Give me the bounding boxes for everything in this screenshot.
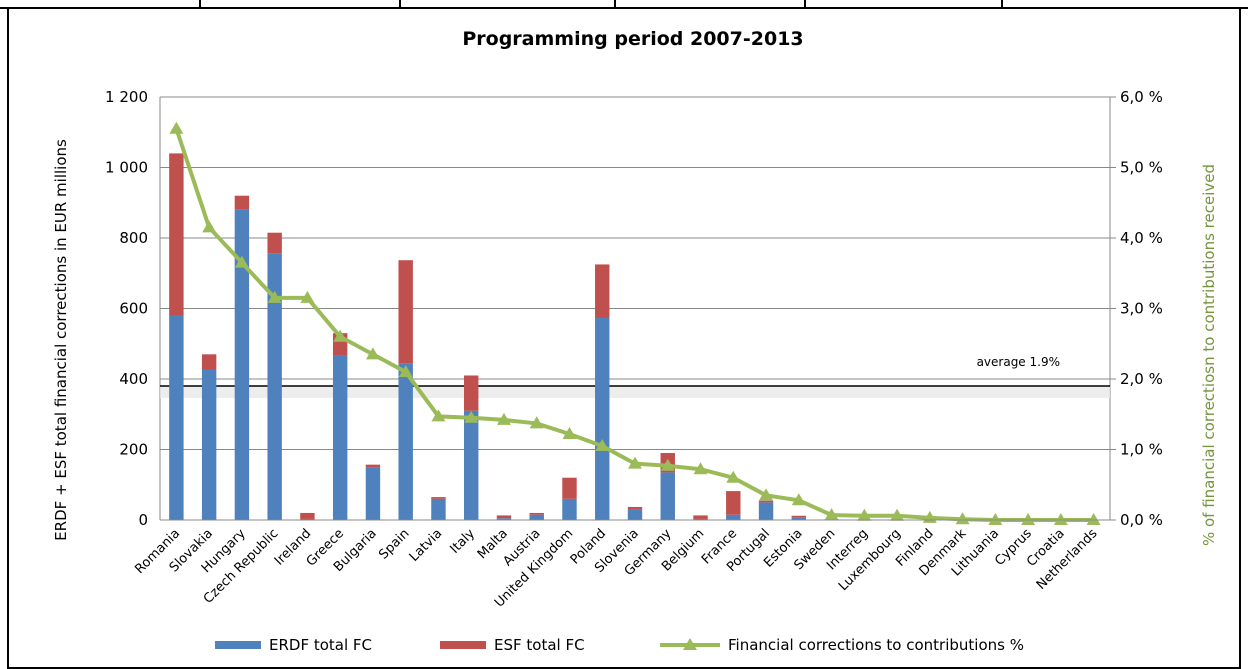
line-marker [202,220,217,233]
bar [332,355,348,520]
y-tick-label: 600 [119,300,148,318]
bar [595,264,610,319]
legend-marker [683,638,697,650]
y2-tick-label: 2,0 % [1120,370,1163,388]
y2-tick-label: 4,0 % [1120,229,1163,247]
legend-swatch [215,641,261,649]
line-marker [333,329,348,342]
bar [169,153,184,316]
y2-tick-label: 5,0 % [1120,159,1163,177]
y2-tick-label: 0,0 % [1120,511,1163,529]
legend-label: ERDF total FC [269,636,372,654]
line-marker [660,458,675,471]
bar [300,518,315,520]
line-marker [595,438,610,451]
bar [431,497,446,499]
bar [595,318,610,520]
bar [267,232,282,254]
line-marker [267,290,282,303]
legend-swatch [440,641,486,649]
y-tick-label: 200 [119,441,148,459]
bar [365,464,381,468]
line-marker [791,493,806,506]
line-marker [300,290,315,303]
bar [726,514,741,520]
line-marker [529,416,544,429]
bar [726,491,741,515]
line-marker [464,410,479,423]
bar [529,514,544,520]
y2-tick-label: 3,0 % [1120,300,1163,318]
line-marker [890,508,905,521]
bar [791,517,806,520]
bar [562,498,577,520]
line-marker [955,512,970,525]
bar [627,506,643,510]
line-marker [1086,513,1101,525]
frame [7,7,1241,669]
y-tick-label: 800 [119,229,148,247]
bar [169,315,184,520]
line-marker [365,347,380,360]
bar [464,410,479,520]
legend-label: ESF total FC [494,636,585,654]
line-marker [496,412,511,425]
bar [791,515,806,518]
line-marker [398,364,413,377]
bar [398,363,413,520]
average-shade [160,386,1110,399]
y-tick-label: 1 200 [105,88,148,106]
line-marker [693,462,708,475]
y2-tick-label: 1,0 % [1120,441,1163,459]
bar [529,512,544,515]
line-marker [562,426,577,439]
bar [431,498,446,520]
bar [693,518,708,520]
line-marker [988,513,1003,525]
bar [201,369,217,520]
y2-tick-label: 6,0 % [1120,88,1163,106]
bar [365,467,381,520]
bar [234,195,250,210]
chart-title: Programming period 2007-2013 [462,28,803,50]
y-axis-label: ERDF + ESF total financial corrections i… [52,139,70,541]
legend-label: Financial corrections to contributions % [728,636,1024,654]
line-marker [726,470,741,483]
bar [201,354,217,370]
line-marker [628,456,642,469]
line-marker [234,255,249,268]
y-tick-label: 400 [119,370,148,388]
line-marker [169,121,184,134]
average-label: average 1.9% [977,355,1060,369]
bar [660,472,675,520]
table-cell-borders [199,0,1003,8]
line-marker [1021,513,1036,525]
y-tick-label: 0 [138,511,148,529]
bar [234,209,250,521]
line-marker [857,508,872,521]
line-marker [824,508,839,521]
bar [758,500,774,503]
y2-axis-label: % of financial correctiosn to contributi… [1200,164,1218,546]
bar [398,260,413,364]
line-marker [759,488,774,501]
bar [267,253,282,520]
bar [300,512,315,519]
line-marker [1053,513,1068,525]
y-tick-label: 1 000 [105,159,148,177]
bar [693,515,708,519]
bar [758,502,774,520]
bar [562,477,577,499]
bar [496,518,512,520]
bar [496,515,512,519]
bar [627,509,643,520]
line-marker [431,409,446,422]
bar [464,375,479,411]
